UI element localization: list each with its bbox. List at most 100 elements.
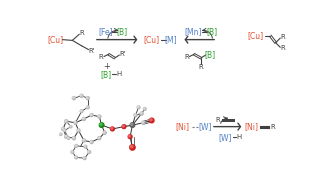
Circle shape <box>111 127 114 131</box>
Circle shape <box>100 123 102 125</box>
Circle shape <box>144 108 145 109</box>
Text: R: R <box>215 117 220 123</box>
Text: [Fe]: [Fe] <box>98 27 113 36</box>
Circle shape <box>65 135 68 138</box>
Circle shape <box>70 126 71 127</box>
Text: [B]: [B] <box>100 70 111 79</box>
Circle shape <box>150 119 152 121</box>
Circle shape <box>140 112 143 115</box>
Circle shape <box>138 106 139 108</box>
Circle shape <box>88 151 91 153</box>
Circle shape <box>98 137 99 138</box>
Circle shape <box>64 130 65 131</box>
Circle shape <box>142 121 145 124</box>
Circle shape <box>128 135 132 139</box>
Circle shape <box>84 146 86 147</box>
Circle shape <box>131 123 133 125</box>
Circle shape <box>91 141 92 142</box>
Text: R: R <box>199 64 203 70</box>
Circle shape <box>80 110 83 113</box>
Circle shape <box>72 137 75 140</box>
Circle shape <box>103 131 106 134</box>
Circle shape <box>75 156 78 159</box>
Circle shape <box>83 157 86 160</box>
Circle shape <box>80 94 83 97</box>
Circle shape <box>143 108 146 110</box>
Circle shape <box>98 115 99 117</box>
Text: [B]: [B] <box>116 27 127 36</box>
Text: [Cu]: [Cu] <box>144 35 160 44</box>
Text: H: H <box>116 71 121 77</box>
Circle shape <box>77 129 80 132</box>
Text: [Mn]: [Mn] <box>185 27 202 36</box>
Circle shape <box>75 145 78 147</box>
Text: R': R' <box>88 48 95 54</box>
Circle shape <box>90 114 93 117</box>
Text: [M]: [M] <box>165 35 177 44</box>
Circle shape <box>130 123 135 127</box>
Circle shape <box>91 114 92 115</box>
Circle shape <box>65 136 67 137</box>
Circle shape <box>73 97 74 98</box>
Circle shape <box>84 145 87 148</box>
Circle shape <box>87 106 88 108</box>
Circle shape <box>111 128 113 129</box>
Circle shape <box>123 125 124 127</box>
Circle shape <box>83 118 84 119</box>
Circle shape <box>90 140 93 144</box>
Circle shape <box>134 114 137 117</box>
Text: R': R' <box>120 51 126 57</box>
Circle shape <box>129 135 130 137</box>
Circle shape <box>74 121 77 124</box>
Circle shape <box>98 115 101 118</box>
Circle shape <box>81 110 82 111</box>
Circle shape <box>78 129 79 131</box>
Text: [Ni]: [Ni] <box>244 122 258 131</box>
Circle shape <box>141 112 142 114</box>
Circle shape <box>62 128 63 129</box>
Text: H: H <box>236 134 241 140</box>
Text: R: R <box>280 45 285 51</box>
Text: +: + <box>104 62 111 71</box>
Circle shape <box>75 156 76 158</box>
Circle shape <box>87 97 88 98</box>
Circle shape <box>86 106 89 109</box>
Circle shape <box>98 137 101 140</box>
Text: [B]: [B] <box>206 27 217 36</box>
Circle shape <box>62 127 65 130</box>
Circle shape <box>71 151 72 152</box>
Circle shape <box>67 137 70 139</box>
Circle shape <box>142 122 143 123</box>
Text: [W]: [W] <box>218 133 231 142</box>
Circle shape <box>86 97 89 100</box>
Text: R: R <box>79 30 84 36</box>
Circle shape <box>134 114 136 115</box>
Circle shape <box>68 137 69 138</box>
Circle shape <box>60 133 61 134</box>
Circle shape <box>99 123 104 127</box>
Circle shape <box>71 151 74 153</box>
Circle shape <box>73 137 74 138</box>
Circle shape <box>72 97 75 100</box>
Text: [W]: [W] <box>199 122 212 131</box>
Circle shape <box>137 106 140 109</box>
Circle shape <box>70 125 72 128</box>
Circle shape <box>83 139 84 141</box>
Text: [Ni]: [Ni] <box>175 122 189 131</box>
Text: R: R <box>280 34 285 40</box>
Circle shape <box>64 129 66 132</box>
Circle shape <box>84 157 85 158</box>
Circle shape <box>74 122 76 123</box>
Text: R: R <box>98 53 103 60</box>
Circle shape <box>65 120 67 121</box>
Circle shape <box>60 133 62 136</box>
Circle shape <box>122 125 126 129</box>
Circle shape <box>104 132 105 133</box>
Circle shape <box>130 145 133 148</box>
Circle shape <box>81 95 82 96</box>
Text: R: R <box>270 124 275 130</box>
Text: [Cu]: [Cu] <box>247 31 264 40</box>
Circle shape <box>88 151 89 152</box>
Circle shape <box>82 117 85 120</box>
Circle shape <box>149 118 154 123</box>
